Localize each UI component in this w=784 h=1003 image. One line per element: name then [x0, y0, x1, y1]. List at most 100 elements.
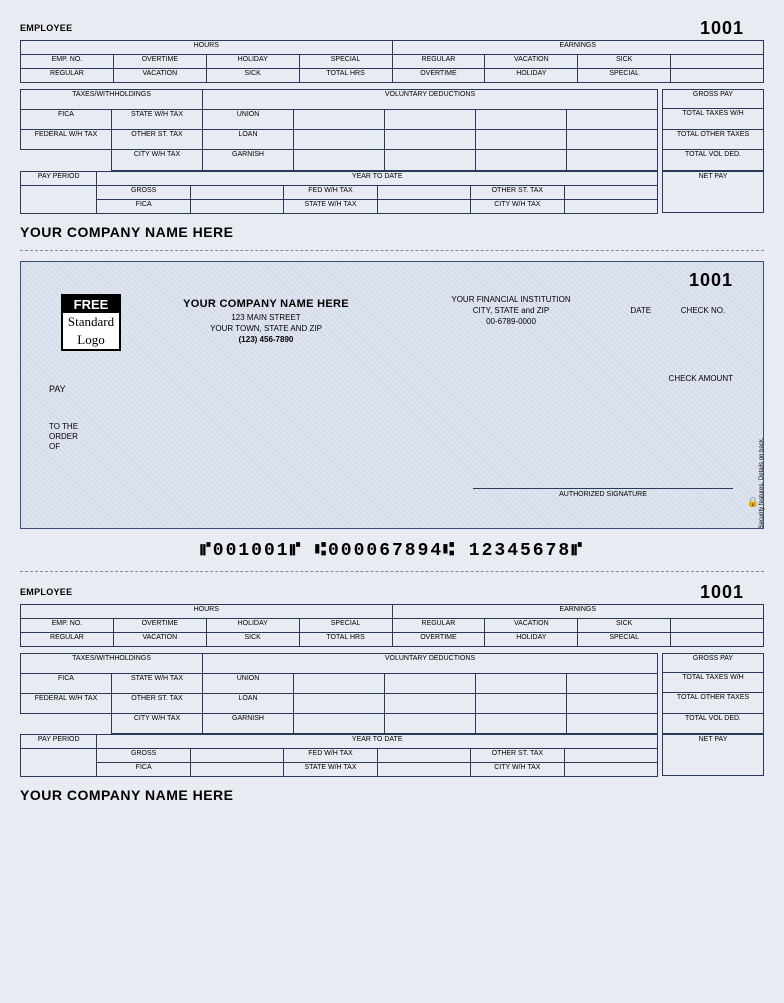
- cell: [671, 69, 764, 83]
- cell: [377, 185, 470, 199]
- cell: [476, 130, 567, 150]
- security-text: Security features. Details on back.: [759, 398, 765, 568]
- total-taxes-label: TOTAL TAXES W/H: [662, 109, 764, 129]
- cell: UNION: [203, 110, 294, 130]
- cell: HOLIDAY: [206, 55, 299, 69]
- taxes-vol-table: TAXES/WITHHOLDINGS VOLUNTARY DEDUCTIONS …: [20, 89, 658, 171]
- taxes-header: TAXES/WITHHOLDINGS: [21, 90, 203, 110]
- cell: SPECIAL: [578, 69, 671, 83]
- address2: YOUR TOWN, STATE AND ZIP: [210, 324, 322, 333]
- employee-label: EMPLOYEE: [20, 23, 72, 33]
- cell: [567, 130, 658, 150]
- perforation: [20, 250, 764, 251]
- ytd-table: PAY PERIOD YEAR TO DATE GROSS FED W/H TA…: [20, 171, 658, 214]
- cell: TOTAL HRS: [299, 69, 392, 83]
- company-name-top: YOUR COMPANY NAME HERE: [20, 224, 764, 240]
- cell: FICA: [97, 199, 190, 213]
- micr-line: ⑈001001⑈ ⑆000067894⑆ 12345678⑈: [20, 541, 764, 561]
- netpay-column: NET PAY: [662, 171, 764, 214]
- paystub-top: EMPLOYEE 1001 HOURS EARNINGS EMP. NO. OV…: [20, 18, 764, 240]
- pay-period-header: PAY PERIOD: [21, 171, 97, 185]
- cell: [567, 110, 658, 130]
- cell: [21, 150, 112, 170]
- bank1: YOUR FINANCIAL INSTITUTION: [451, 295, 570, 304]
- gross-pay-label: GROSS PAY: [662, 89, 764, 109]
- cell: [385, 130, 476, 150]
- vol-header: VOLUNTARY DEDUCTIONS: [203, 90, 658, 110]
- paystub-bottom: EMPLOYEE 1001 HOURS EARNINGS EMP. NO. OV…: [20, 582, 764, 804]
- cell: STATE W/H TAX: [112, 110, 203, 130]
- cell: OTHER ST. TAX: [112, 130, 203, 150]
- cell: [190, 199, 283, 213]
- perforation: [20, 571, 764, 572]
- cell: OTHER ST. TAX: [471, 185, 564, 199]
- cell: FED W/H TAX: [284, 185, 377, 199]
- ytd-header: YEAR TO DATE: [97, 171, 658, 185]
- cell: LOAN: [203, 130, 294, 150]
- phone: (123) 456-7890: [239, 335, 294, 344]
- cell: [377, 199, 470, 213]
- cell: [21, 185, 97, 213]
- cell: [190, 185, 283, 199]
- cell: [564, 199, 657, 213]
- taxes-vol-table: TAXES/WITHHOLDINGS VOLUNTARY DEDUCTIONS …: [20, 653, 658, 735]
- check-number-top: 1001: [700, 18, 744, 39]
- ytd-table: PAY PERIOD YEAR TO DATE GROSS FED W/H TA…: [20, 734, 658, 777]
- earnings-header: EARNINGS: [392, 41, 764, 55]
- check-number-bottom: 1001: [700, 582, 744, 603]
- hours-earnings-table: HOURS EARNINGS EMP. NO. OVERTIME HOLIDAY…: [20, 604, 764, 647]
- company-name-bottom: YOUR COMPANY NAME HERE: [20, 787, 764, 803]
- logo-logo: Logo: [63, 331, 119, 349]
- total-other-label: TOTAL OTHER TAXES: [662, 130, 764, 150]
- cell: SPECIAL: [299, 55, 392, 69]
- cell: [564, 185, 657, 199]
- cell: [294, 110, 385, 130]
- amount-label: CHECK AMOUNT: [669, 374, 733, 383]
- address1: 123 MAIN STREET: [231, 313, 300, 322]
- signature-line: AUTHORIZED SIGNATURE: [473, 488, 733, 498]
- bank2: CITY, STATE and ZIP: [473, 306, 549, 315]
- hours-header: HOURS: [21, 41, 393, 55]
- cell: [294, 150, 385, 170]
- cell: SICK: [578, 55, 671, 69]
- cell: FICA: [21, 110, 112, 130]
- cell: GROSS: [97, 185, 190, 199]
- cell: STATE W/H TAX: [284, 199, 377, 213]
- cell: VACATION: [485, 55, 578, 69]
- cell: REGULAR: [21, 69, 114, 83]
- check-face: 1001 FREE Standard Logo YOUR COMPANY NAM…: [20, 261, 764, 529]
- logo-box: FREE Standard Logo: [61, 294, 121, 351]
- logo-standard: Standard: [63, 313, 119, 331]
- cell: OVERTIME: [113, 55, 206, 69]
- company-name-check: YOUR COMPANY NAME HERE: [151, 298, 381, 310]
- cell: REGULAR: [392, 55, 485, 69]
- checkno-label: CHECK NO.: [673, 306, 733, 315]
- cell: [476, 110, 567, 130]
- total-vol-label: TOTAL VOL DED.: [662, 150, 764, 170]
- cell: EMP. NO.: [21, 55, 114, 69]
- cell: FEDERAL W/H TAX: [21, 130, 112, 150]
- routing: 00-6789-0000: [486, 317, 536, 326]
- check-number-face: 1001: [689, 270, 733, 291]
- cell: [671, 55, 764, 69]
- cell: [385, 150, 476, 170]
- date-checkno-labels: DATE CHECK NO.: [611, 306, 733, 315]
- cell: [294, 130, 385, 150]
- cell: SICK: [206, 69, 299, 83]
- pay-label: PAY: [49, 384, 66, 394]
- order-label: TO THE ORDER OF: [49, 422, 78, 452]
- lock-icon: 🔒: [747, 497, 759, 508]
- cell: [476, 150, 567, 170]
- cell: [567, 150, 658, 170]
- summary-column: GROSS PAY TOTAL TAXES W/H TOTAL OTHER TA…: [662, 89, 764, 171]
- cell: CITY W/H TAX: [112, 150, 203, 170]
- cell: VACATION: [113, 69, 206, 83]
- cell: GARNISH: [203, 150, 294, 170]
- bank-block: YOUR FINANCIAL INSTITUTION CITY, STATE a…: [421, 294, 601, 327]
- cell: HOLIDAY: [485, 69, 578, 83]
- date-label: DATE: [611, 306, 671, 315]
- cell: CITY W/H TAX: [471, 199, 564, 213]
- net-pay-label: NET PAY: [662, 171, 764, 213]
- company-block: YOUR COMPANY NAME HERE 123 MAIN STREET Y…: [151, 298, 381, 345]
- logo-free: FREE: [63, 296, 119, 313]
